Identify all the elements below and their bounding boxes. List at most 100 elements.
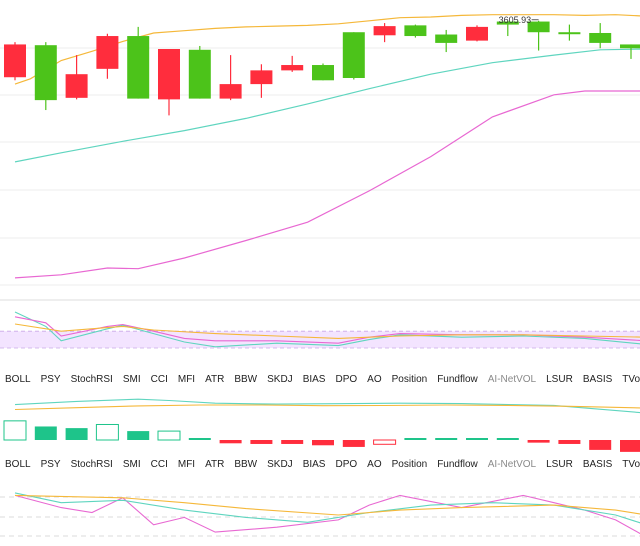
- tab-row1-boll[interactable]: BOLL: [5, 374, 31, 385]
- candle-body: [558, 32, 581, 35]
- volume-bar-3: [95, 423, 119, 441]
- volume-bar-9: [281, 440, 304, 444]
- tab-row2-ao[interactable]: AO: [367, 459, 382, 470]
- candle-7: [219, 55, 242, 101]
- tab-row1-bbw[interactable]: BBW: [234, 374, 257, 385]
- volume-bar-12: [373, 439, 397, 445]
- tab-row2-position[interactable]: Position: [392, 459, 428, 470]
- volume-bar-11: [342, 440, 365, 447]
- peak-price-label: 3605.93: [499, 15, 532, 25]
- tab-row2-bbw[interactable]: BBW: [234, 459, 257, 470]
- tab-row2-smi[interactable]: SMI: [123, 459, 141, 470]
- tab-row2-fundflow[interactable]: Fundflow: [437, 459, 478, 470]
- volume-bar-10: [312, 440, 334, 446]
- candle-12: [373, 23, 396, 43]
- tab-row1-bias[interactable]: BIAS: [303, 374, 326, 385]
- candle-16: [496, 20, 519, 37]
- candle-9: [281, 55, 304, 72]
- tab-row2-psy[interactable]: PSY: [41, 459, 61, 470]
- tab-row1-skdj[interactable]: SKDJ: [267, 374, 293, 385]
- volume-bar-14: [435, 438, 458, 440]
- tab-row1-cci[interactable]: CCI: [151, 374, 168, 385]
- candle-body: [4, 44, 26, 78]
- tab-row2-lsur[interactable]: LSUR: [546, 459, 573, 470]
- candle-body: [34, 45, 57, 101]
- candle-body: [65, 74, 88, 98]
- tab-row1-basis[interactable]: BASIS: [583, 374, 613, 385]
- candle-body: [435, 34, 458, 43]
- tab-row1-dpo[interactable]: DPO: [335, 374, 357, 385]
- candlestick-series: [4, 20, 640, 116]
- candle-17: [527, 20, 550, 51]
- tab-row1-ao[interactable]: AO: [367, 374, 382, 385]
- volume-bar-7: [219, 440, 242, 444]
- candle-body: [219, 84, 242, 99]
- tab-row1-position[interactable]: Position: [392, 374, 428, 385]
- tab-row2-ai-netvol[interactable]: AI-NetVOL: [488, 459, 537, 470]
- candle-body: [404, 25, 427, 37]
- candle-4: [127, 26, 150, 99]
- tab-row2-bias[interactable]: BIAS: [303, 459, 326, 470]
- volume-line-teal: [14, 398, 640, 414]
- candle-20: [620, 44, 640, 59]
- tab-row1-smi[interactable]: SMI: [123, 374, 141, 385]
- candle-10: [312, 63, 334, 81]
- tab-row1-ai-netvol[interactable]: AI-NetVOL: [488, 374, 537, 385]
- candle-3: [96, 33, 119, 79]
- tab-row2-mfi[interactable]: MFI: [178, 459, 195, 470]
- candle-body: [96, 36, 119, 69]
- volume-bar-17: [527, 440, 550, 443]
- volume-line-yellow: [14, 404, 640, 411]
- ma-line-teal: [14, 48, 640, 163]
- candle-body: [158, 49, 180, 100]
- tab-row2-boll[interactable]: BOLL: [5, 459, 31, 470]
- tab-row2-stochrsi[interactable]: StochRSI: [71, 459, 113, 470]
- tab-row1-mfi[interactable]: MFI: [178, 374, 195, 385]
- tab-row2-basis[interactable]: BASIS: [583, 459, 613, 470]
- candle-body: [466, 26, 488, 41]
- candle-6: [188, 45, 211, 99]
- tab-row1-psy[interactable]: PSY: [41, 374, 61, 385]
- candle-body: [188, 49, 211, 99]
- candle-body: [496, 21, 519, 25]
- candle-body: [342, 32, 365, 78]
- tab-row2-skdj[interactable]: SKDJ: [267, 459, 293, 470]
- tab-row1-fundflow[interactable]: Fundflow: [437, 374, 478, 385]
- indicator-tabs-bottom: BOLL PSY StochRSI SMI CCI MFI ATR BBW SKDJ BIAS DP…: [5, 459, 640, 470]
- grid-layer: [0, 47, 640, 301]
- tab-row2-cci[interactable]: CCI: [151, 459, 168, 470]
- candle-body: [127, 36, 150, 99]
- candle-0: [4, 42, 26, 81]
- tab-row1-atr[interactable]: ATR: [205, 374, 224, 385]
- bottom-line-pink: [14, 494, 640, 535]
- volume-panel: [3, 398, 640, 452]
- volume-bar-13: [404, 438, 427, 440]
- candle-11: [342, 32, 365, 80]
- tab-row1-tvolume[interactable]: TVolume: [622, 374, 640, 385]
- candle-19: [589, 23, 612, 49]
- candle-5: [158, 49, 180, 116]
- candle-body: [312, 65, 334, 81]
- tab-row2-atr[interactable]: ATR: [205, 459, 224, 470]
- tab-row2-dpo[interactable]: DPO: [335, 459, 357, 470]
- bottom-oscillator-panel: [0, 492, 640, 537]
- stochrsi-line-yellow: [14, 323, 640, 339]
- indicator-tabs-top: BOLL PSY StochRSI SMI CCI MFI ATR BBW SKDJ BIAS DP…: [5, 374, 640, 385]
- tab-row1-stochrsi[interactable]: StochRSI: [71, 374, 113, 385]
- candle-body: [250, 70, 273, 85]
- volume-bar-2: [65, 428, 88, 440]
- candle-body: [620, 44, 640, 49]
- candle-1: [34, 42, 57, 111]
- tab-row2-tvolume[interactable]: TVolume: [622, 459, 640, 470]
- tab-row1-lsur[interactable]: LSUR: [546, 374, 573, 385]
- volume-bar-5: [157, 430, 181, 441]
- stochrsi-band: [0, 331, 640, 348]
- bottom-line-yellow: [14, 494, 640, 516]
- candle-body: [589, 32, 612, 43]
- candle-18: [558, 24, 581, 41]
- bottom-line-teal: [14, 492, 640, 524]
- volume-bar-1: [34, 426, 57, 440]
- candle-14: [435, 29, 458, 53]
